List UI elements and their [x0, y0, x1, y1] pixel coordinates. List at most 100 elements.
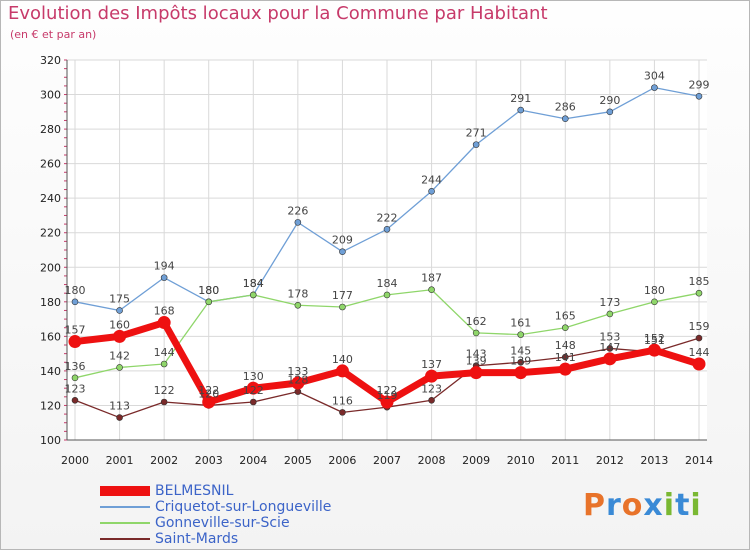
data-label: 178 — [287, 287, 308, 300]
x-tick-label: 2007 — [373, 454, 401, 467]
x-tick-label: 2010 — [507, 454, 535, 467]
data-label: 133 — [287, 365, 308, 378]
data-label: 128 — [287, 374, 308, 387]
logo-letter: i — [690, 488, 702, 523]
data-point — [160, 274, 168, 281]
data-point — [294, 301, 302, 309]
data-point — [205, 298, 213, 306]
data-label: 161 — [510, 317, 531, 330]
legend-swatch — [100, 506, 150, 508]
data-point — [606, 345, 614, 352]
data-point — [339, 303, 346, 311]
data-label: 184 — [377, 277, 398, 290]
data-point — [116, 364, 123, 371]
data-label: 130 — [243, 370, 264, 383]
data-label: 180 — [65, 284, 86, 297]
data-label: 119 — [377, 389, 398, 402]
data-label: 144 — [154, 346, 175, 359]
data-label: 180 — [198, 284, 219, 297]
x-tick-label: 2005 — [284, 454, 312, 467]
data-label: 177 — [332, 289, 353, 302]
data-label: 304 — [644, 70, 665, 83]
legend-item-gonneville: Gonneville-sur-Scie — [100, 515, 331, 531]
x-tick-label: 2003 — [195, 454, 223, 467]
data-point — [428, 396, 435, 404]
legend-label: Criquetot-sur-Longueville — [155, 499, 332, 515]
data-label: 187 — [421, 272, 442, 285]
data-point — [249, 398, 257, 406]
data-point — [294, 219, 302, 226]
data-point — [116, 414, 123, 421]
chart-subtitle: (en € et par an) — [10, 28, 97, 41]
data-label: 139 — [510, 355, 531, 368]
axes: 100 120 140 160 180 200 220 240 260 280 300 320 2000… — [40, 54, 713, 467]
data-point — [335, 364, 349, 378]
data-point — [561, 353, 569, 361]
data-point — [116, 307, 123, 314]
x-tick-label: 2012 — [596, 454, 624, 467]
logo-letter: P — [583, 488, 606, 523]
data-point — [472, 329, 480, 337]
data-label: 271 — [466, 127, 487, 140]
data-point — [380, 395, 394, 409]
grid — [67, 59, 707, 441]
data-label: 145 — [510, 344, 531, 357]
data-point — [428, 187, 435, 195]
data-point — [606, 108, 614, 116]
legend-swatch — [100, 522, 150, 524]
data-label: 209 — [332, 234, 353, 247]
data-point — [113, 329, 127, 343]
y-tick-label: 180 — [40, 296, 61, 309]
x-tick-label: 2009 — [462, 454, 490, 467]
data-point — [291, 376, 305, 390]
data-label: 123 — [65, 382, 86, 395]
data-label: 157 — [65, 324, 86, 337]
data-point — [517, 106, 525, 114]
y-tick-label: 280 — [40, 123, 61, 136]
data-point — [514, 366, 528, 380]
legend-label: Saint-Mards — [155, 531, 239, 547]
data-point — [651, 84, 658, 91]
legend-item-criquetot: Criquetot-sur-Longueville — [100, 499, 331, 515]
data-label: 120 — [198, 387, 219, 400]
data-point — [157, 316, 171, 330]
series-lines — [68, 84, 706, 421]
y-tick-label: 260 — [40, 158, 61, 171]
data-point — [383, 291, 391, 299]
data-label: 184 — [243, 277, 264, 290]
data-label: 148 — [555, 339, 576, 352]
data-point — [428, 286, 435, 294]
data-label: 147 — [599, 341, 620, 354]
data-label: 175 — [109, 292, 130, 305]
data-point — [68, 335, 82, 349]
x-tick-label: 2008 — [418, 454, 446, 467]
data-point — [339, 409, 346, 416]
y-tick-label: 220 — [40, 227, 61, 240]
data-point — [71, 298, 79, 306]
data-label: 244 — [421, 173, 442, 186]
data-point — [425, 369, 439, 383]
y-tick-label: 200 — [40, 261, 61, 274]
data-point — [695, 289, 703, 297]
data-point — [517, 358, 525, 366]
data-point — [294, 388, 302, 395]
data-label: 153 — [599, 330, 620, 343]
data-label: 168 — [154, 305, 175, 318]
data-label: 290 — [599, 94, 620, 107]
data-label: 122 — [154, 384, 175, 397]
data-label: 226 — [287, 204, 308, 217]
x-tick-label: 2013 — [640, 454, 668, 467]
data-label: 113 — [109, 400, 130, 413]
data-point — [647, 343, 661, 357]
proxiti-logo: Proxiti — [583, 488, 702, 523]
y-tick-label: 300 — [40, 89, 61, 102]
data-label: 291 — [510, 92, 531, 105]
legend-label: BELMESNIL — [155, 483, 234, 499]
legend-label: Gonneville-sur-Scie — [155, 515, 290, 531]
data-point — [246, 381, 260, 395]
data-point — [692, 357, 706, 371]
x-tick-label: 2002 — [150, 454, 178, 467]
x-tick-label: 2014 — [685, 454, 713, 467]
data-label: 142 — [109, 349, 130, 362]
